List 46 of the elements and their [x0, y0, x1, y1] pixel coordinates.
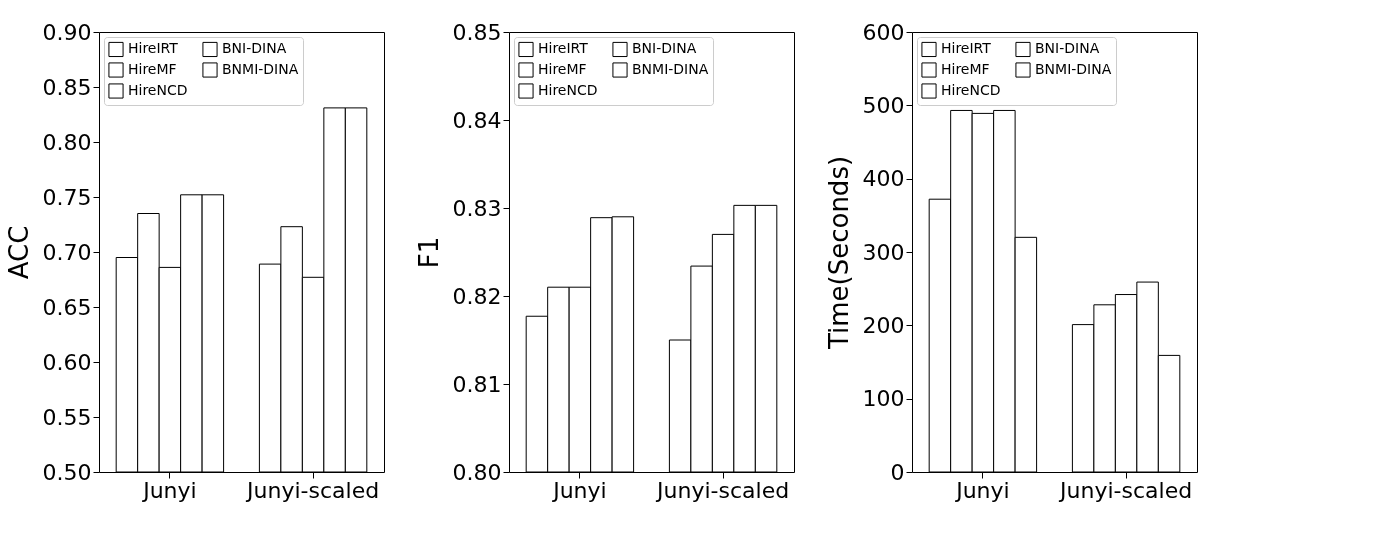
y-tick-label: 600: [862, 19, 905, 45]
y-tick-label: 100: [862, 386, 905, 412]
y-axis-title: ACC: [3, 225, 34, 280]
legend-label: BNI-DINA: [1035, 40, 1100, 57]
legend-label: BNI-DINA: [222, 40, 287, 57]
legend-label: BNMI-DINA: [1035, 61, 1112, 77]
y-tick-label: 0.60: [42, 349, 92, 375]
legend-label: HireNCD: [128, 82, 188, 98]
y-tick-label: 300: [862, 239, 905, 265]
x-tick-label: Junyi-scaled: [245, 477, 380, 503]
y-axis-title: F1: [413, 236, 444, 269]
legend-label: BNMI-DINA: [222, 61, 299, 77]
y-tick-label: 0.83: [452, 195, 502, 221]
y-tick-label: 0.90: [42, 19, 92, 45]
y-tick-label: 0.55: [42, 404, 92, 430]
y-tick-label: 0.84: [452, 107, 502, 133]
legend-label: HireIRT: [941, 40, 992, 57]
x-tick-label: Junyi: [551, 477, 607, 503]
y-tick-label: 0.80: [452, 459, 502, 485]
y-tick-label: 0.65: [42, 294, 92, 320]
y-tick-label: 0.75: [42, 184, 92, 210]
y-tick-label: 0: [890, 459, 905, 485]
y-tick-label: 400: [862, 166, 905, 192]
y-tick-label: 0.85: [452, 19, 502, 45]
y-tick-label: 200: [862, 312, 905, 338]
legend-label: BNI-DINA: [632, 40, 697, 57]
legend-label: HireNCD: [941, 82, 1001, 98]
x-tick-label: Junyi: [954, 477, 1010, 503]
y-tick-label: 500: [862, 92, 905, 118]
legend-label: HireMF: [538, 61, 587, 77]
legend-label: HireMF: [941, 61, 990, 77]
x-tick-label: Junyi: [141, 477, 197, 503]
y-tick-label: 0.70: [42, 239, 92, 265]
y-tick-label: 0.81: [452, 371, 502, 397]
y-axis-title: Time(Seconds): [823, 155, 854, 351]
y-tick-label: 0.50: [42, 459, 92, 485]
legend-label: BNMI-DINA: [632, 61, 709, 77]
x-tick-label: Junyi-scaled: [1058, 477, 1193, 503]
y-tick-label: 0.82: [452, 283, 502, 309]
legend-label: HireIRT: [128, 40, 179, 57]
y-tick-label: 0.80: [42, 129, 92, 155]
x-tick-label: Junyi-scaled: [655, 477, 790, 503]
y-tick-label: 0.85: [42, 74, 92, 100]
legend-label: HireIRT: [538, 40, 589, 57]
legend-label: HireMF: [128, 61, 177, 77]
legend-label: HireNCD: [538, 82, 598, 98]
